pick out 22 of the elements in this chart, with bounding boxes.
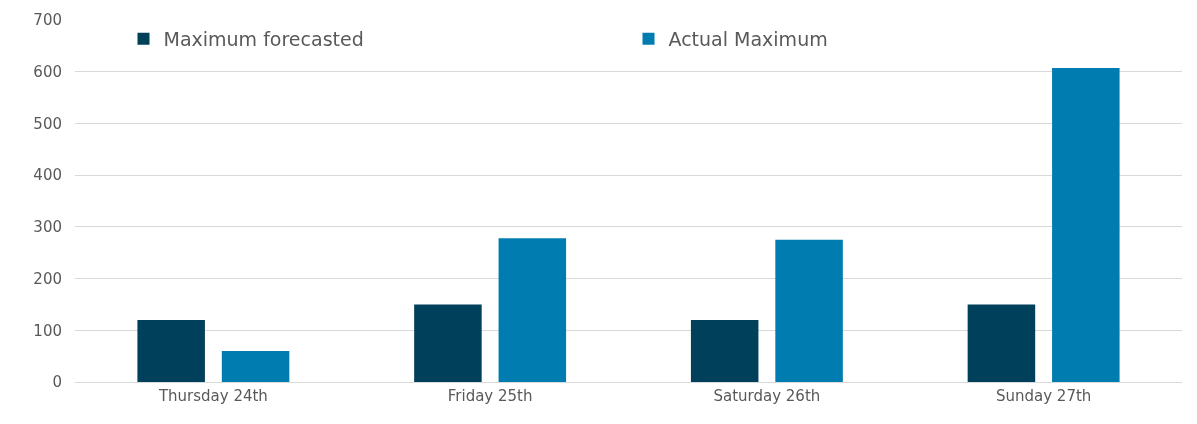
y-tick-label: 700	[33, 11, 62, 30]
y-tick-label: 500	[33, 114, 62, 133]
bar	[137, 319, 205, 382]
bar	[775, 239, 843, 382]
y-tick-label: 100	[33, 321, 62, 340]
legend-label: Maximum forecasted	[163, 28, 364, 51]
bar	[967, 304, 1036, 382]
y-tick-label: 200	[33, 269, 62, 288]
bar	[1052, 68, 1120, 382]
x-tick-label: Thursday 24th	[157, 387, 268, 405]
y-tick-label: 600	[33, 62, 62, 81]
x-tick-label: Saturday 26th	[713, 387, 821, 405]
bar	[414, 304, 482, 382]
x-tick-label: Friday 25th	[447, 387, 533, 405]
bar	[221, 350, 290, 382]
y-tick-label: 300	[33, 218, 62, 237]
x-tick-label: Sunday 27th	[995, 387, 1092, 405]
legend-label: Actual Maximum	[668, 28, 828, 51]
y-tick-label: 0	[52, 373, 62, 392]
bar	[690, 319, 759, 382]
bar	[498, 238, 567, 382]
y-tick-label: 400	[33, 166, 62, 185]
